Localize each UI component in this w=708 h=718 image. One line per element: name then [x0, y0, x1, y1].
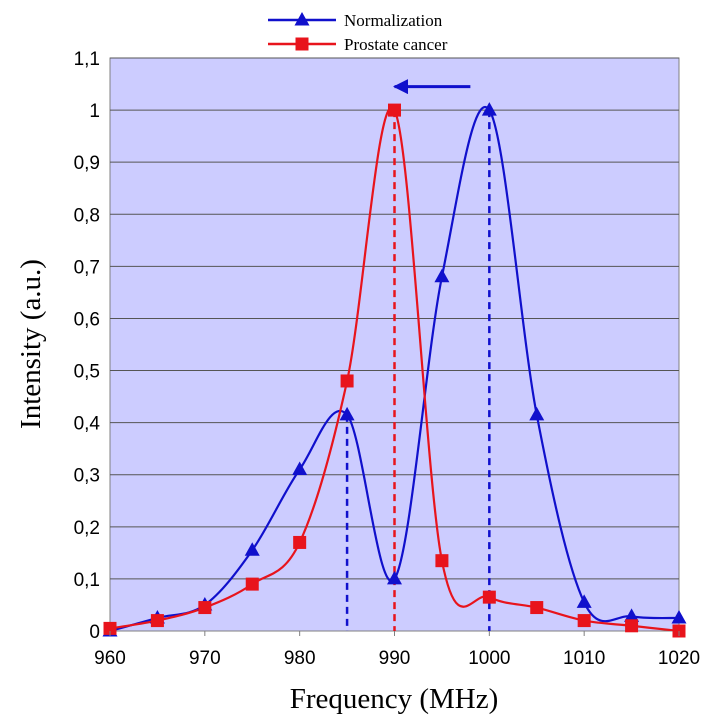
data-point [529, 406, 545, 421]
y-tick-label: 0,5 [74, 362, 100, 383]
reference-lines [345, 110, 491, 631]
y-axis-title: Intensity (a.u.) [15, 259, 47, 429]
x-axis-ticks: 960 970 980 990 1000 1010 1020 [94, 631, 700, 669]
x-tick-label: 1000 [468, 648, 510, 669]
x-tick-label: 970 [189, 648, 221, 669]
data-point [481, 102, 497, 116]
x-axis-title: Frequency (MHz) [290, 683, 499, 715]
data-point [434, 268, 450, 283]
y-tick-label: 0,8 [74, 205, 100, 226]
y-axis-ticks: 0 0,1 0,2 0,3 0,4 0,5 0,6 0,7 0,8 0,9 1 1,1 [74, 49, 101, 643]
x-tick-label: 1020 [658, 648, 700, 669]
y-tick-label: 0,9 [74, 153, 100, 174]
x-tick-label: 980 [284, 648, 316, 669]
data-point [625, 619, 639, 633]
legend: Normalization Prostate cancer [266, 6, 478, 54]
y-tick-label: 0,3 [74, 466, 100, 487]
y-tick-label: 0,7 [74, 257, 100, 278]
legend-label: Prostate cancer [344, 35, 448, 54]
data-point [624, 608, 640, 622]
y-tick-label: 0,2 [74, 518, 100, 539]
series-markers [102, 102, 687, 638]
data-point [150, 614, 164, 628]
data-point [244, 542, 260, 556]
data-point [435, 554, 449, 568]
data-point [292, 461, 308, 476]
data-point [577, 614, 591, 628]
data-point [388, 103, 401, 117]
x-tick-label: 1010 [563, 648, 605, 669]
data-point [482, 590, 496, 604]
x-tick-label: 960 [94, 648, 126, 669]
y-tick-label: 1,1 [74, 49, 100, 70]
legend-marker [294, 12, 310, 26]
data-point [245, 577, 259, 591]
y-tick-label: 0,1 [74, 570, 100, 591]
series-line [110, 106, 679, 631]
data-point [671, 609, 687, 624]
y-tick-label: 1 [89, 101, 100, 122]
y-tick-label: 0,4 [74, 414, 101, 435]
data-point [103, 621, 117, 635]
data-point [293, 535, 307, 549]
y-tick-label: 0 [89, 622, 100, 643]
data-point [339, 406, 355, 421]
data-point [340, 374, 354, 388]
legend-marker [295, 37, 309, 51]
data-point [387, 570, 402, 585]
x-tick-label: 990 [379, 648, 411, 669]
legend-label: Normalization [344, 11, 443, 30]
y-tick-label: 0,6 [74, 309, 100, 330]
data-point [530, 601, 544, 615]
data-point [576, 594, 592, 608]
data-point [198, 601, 212, 615]
